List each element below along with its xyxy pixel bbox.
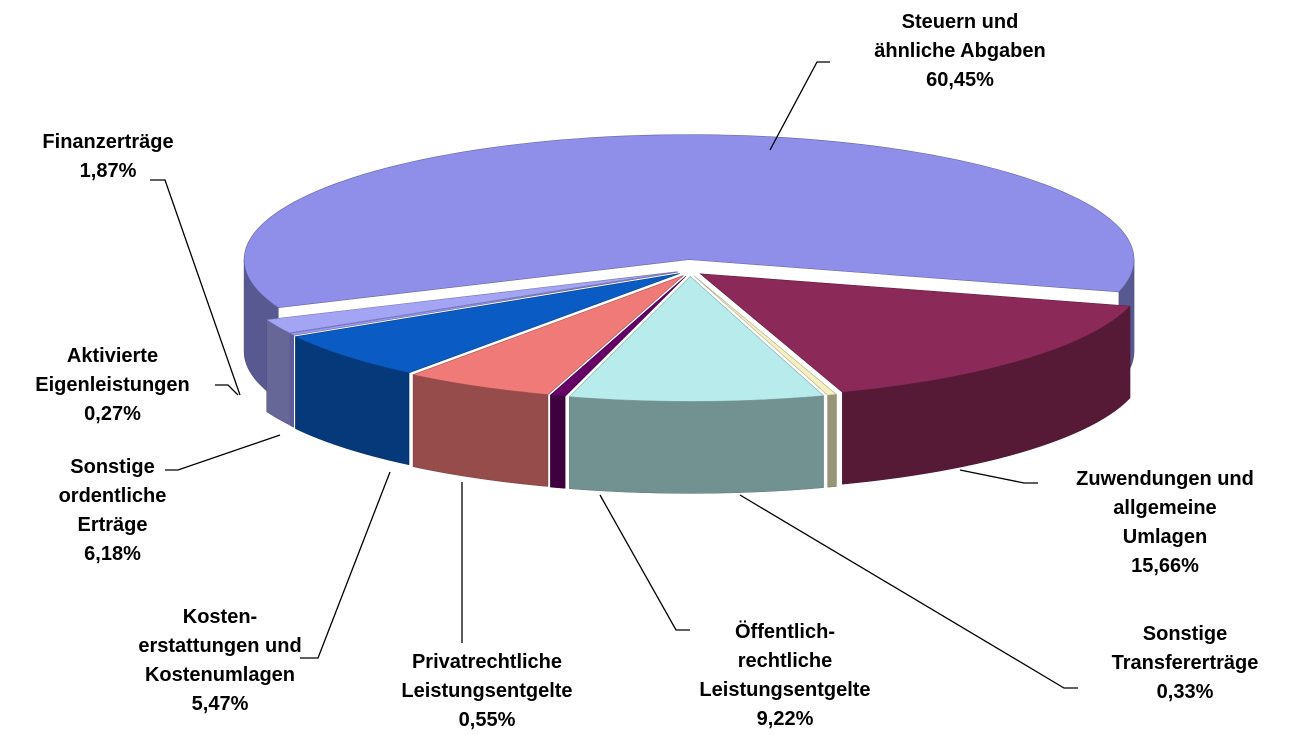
value-label: 1,87%: [79, 160, 137, 182]
slice-label: Sonstige ordentliche Erträge 6,18%: [45, 453, 180, 569]
slice: [294, 273, 680, 374]
value-label: 60,45%: [926, 69, 994, 91]
slice-side: [550, 394, 566, 489]
slice: [549, 275, 687, 397]
category-label: Sonstige ordentliche Erträge: [58, 456, 167, 536]
slice-label: Steuern und ähnliche Abgaben 60,45%: [865, 8, 1055, 95]
slice-label: Öffentlich-rechtliche Leistungsentgelte 9…: [690, 618, 880, 734]
leader-line: [599, 494, 690, 631]
leader-line: [739, 494, 1078, 689]
leader-line: [769, 61, 830, 151]
category-label: Steuern und ähnliche Abgaben: [874, 11, 1046, 62]
leader-line: [215, 384, 239, 396]
category-label: Aktivierte Eigenleistungen: [35, 345, 190, 396]
slice: [265, 271, 678, 334]
value-label: 0,33%: [1156, 681, 1214, 703]
value-label: 9,22%: [756, 708, 814, 730]
value-label: 0,27%: [84, 403, 141, 425]
value-label: 6,18%: [84, 543, 141, 565]
slice-label: Finanzerträge 1,87%: [18, 128, 198, 186]
leader-lines: [150, 61, 1078, 689]
category-label: Finanzerträge: [42, 131, 174, 153]
leader-line: [959, 469, 1038, 484]
slice: [568, 275, 825, 402]
slice: [289, 271, 678, 336]
category-label: Kosten-erstattungen und Kostenumlagen: [138, 606, 302, 686]
leader-line: [150, 179, 241, 396]
category-label: Privatrechtliche Leistungsentgelte: [401, 651, 573, 702]
value-label: 5,47%: [191, 693, 249, 715]
slice-side: [289, 333, 294, 428]
category-label: Zuwendungen und allgemeine Umlagen: [1076, 468, 1254, 548]
slice-label: Aktivierte Eigenleistungen 0,27%: [25, 342, 200, 429]
category-label: Sonstige Transfererträge: [1111, 623, 1259, 674]
slice: [694, 275, 838, 396]
value-label: 0,55%: [458, 709, 516, 731]
slice-label: Privatrechtliche Leistungsentgelte 0,55%: [377, 648, 597, 735]
category-label: Öffentlich-rechtliche Leistungsentgelte: [699, 621, 871, 701]
slice-label: Sonstige Transfererträge 0,33%: [1100, 620, 1270, 707]
leader-line: [300, 471, 391, 659]
leader-line: [165, 434, 281, 471]
slice: [411, 275, 684, 395]
slice-side: [569, 395, 824, 494]
slice: [243, 134, 1135, 309]
slices: [243, 134, 1135, 494]
slice-label: Kosten-erstattungen und Kostenumlagen 5,4…: [130, 603, 310, 719]
value-label: 15,66%: [1131, 555, 1199, 577]
slice-label: Zuwendungen und allgemeine Umlagen 15,66%: [1070, 465, 1260, 581]
slice-side: [827, 394, 837, 488]
slice-side: [266, 319, 290, 426]
slice: [699, 273, 1131, 393]
